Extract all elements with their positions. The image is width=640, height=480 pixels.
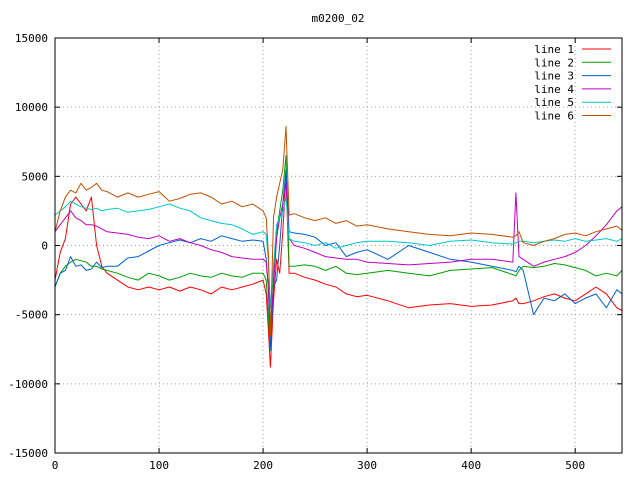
x-tick-label: 400 [461,459,481,472]
legend-label-6: line 6 [534,110,574,123]
y-tick-label: -5000 [15,309,48,322]
legend-label-4: line 4 [534,83,574,96]
x-tick-label: 200 [253,459,273,472]
x-tick-label: 500 [565,459,585,472]
y-tick-label: -15000 [8,447,48,460]
y-tick-label: -10000 [8,378,48,391]
legend-label-2: line 2 [534,56,574,69]
series-line-5 [54,196,623,309]
chart-title: m0200_02 [312,12,365,25]
legend-label-5: line 5 [534,96,574,109]
series-line-3 [54,168,623,350]
y-tick-label: 5000 [22,170,49,183]
y-tick-label: 10000 [15,101,48,114]
legend-label-3: line 3 [534,70,574,83]
y-tick-label: 15000 [15,32,48,45]
x-tick-label: 100 [149,459,169,472]
axis-ticks: 0 100 200 300 400 500 -15000 -10000 -5000 0 5000 10… [8,32,622,472]
series-line-2 [54,155,623,352]
x-tick-label: 0 [52,459,59,472]
series-line-6 [54,126,623,336]
series-lines [54,126,623,368]
grid-lines [55,38,622,453]
series-line-1 [54,175,623,368]
legend-label-1: line 1 [534,43,574,56]
y-tick-label: 0 [41,240,48,253]
x-tick-label: 300 [357,459,377,472]
